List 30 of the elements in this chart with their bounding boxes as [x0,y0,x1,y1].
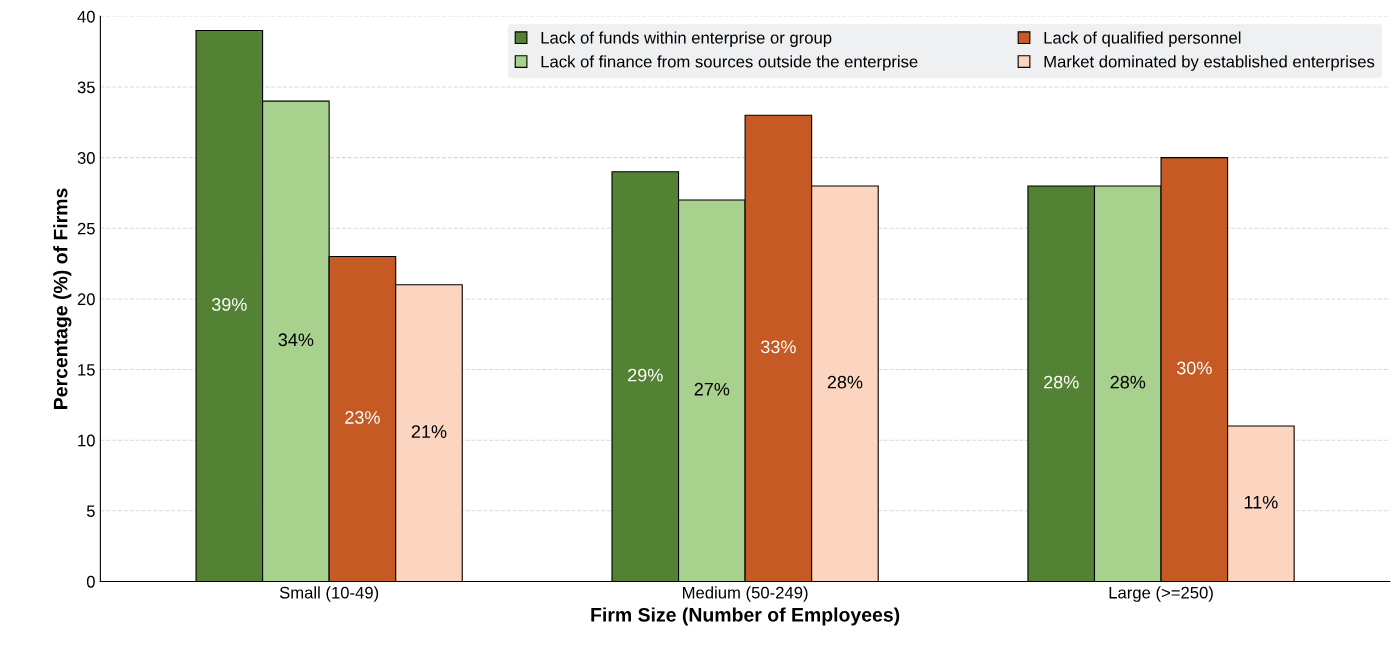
legend-label: Lack of qualified personnel [1044,31,1241,47]
legend-label: Market dominated by established enterprises [1044,55,1375,71]
data-label: 27% [694,382,730,396]
legend-label: Lack of funds within enterprise or group [541,31,832,47]
data-label: 11% [1244,495,1278,509]
y-axis-title: Percentage (%) of Firms [53,188,72,409]
data-label: 28% [1044,375,1079,389]
y-tick-label: 25 [77,222,95,235]
data-label: 34% [278,333,314,347]
data-label: 33% [760,340,796,354]
y-tick-label: 5 [86,505,95,518]
data-label: 29% [628,368,663,382]
y-tick-label: 30 [77,152,95,164]
y-tick-label: 20 [77,293,95,306]
y-tick-label: 15 [78,364,95,376]
data-label: 28% [1110,375,1146,389]
x-tick-label: Medium (50-249) [683,586,808,602]
y-tick-label: 40 [77,10,95,23]
legend-label: Lack of finance from sources outside the enterprise [541,55,918,71]
data-label: 21% [411,425,447,438]
x-tick-label: Small (10-49) [279,586,379,602]
data-label: 23% [345,411,380,424]
x-axis-title: Firm Size (Number of Employees) [591,607,900,626]
data-label: 30% [1176,361,1212,375]
x-tick-label: Large (>=250) [1109,586,1213,602]
y-tick-label: 10 [78,434,95,447]
data-label: 39% [211,298,247,311]
y-tick-label: 35 [77,81,95,94]
y-tick-label: 0 [86,575,95,588]
data-label: 28% [827,375,863,389]
